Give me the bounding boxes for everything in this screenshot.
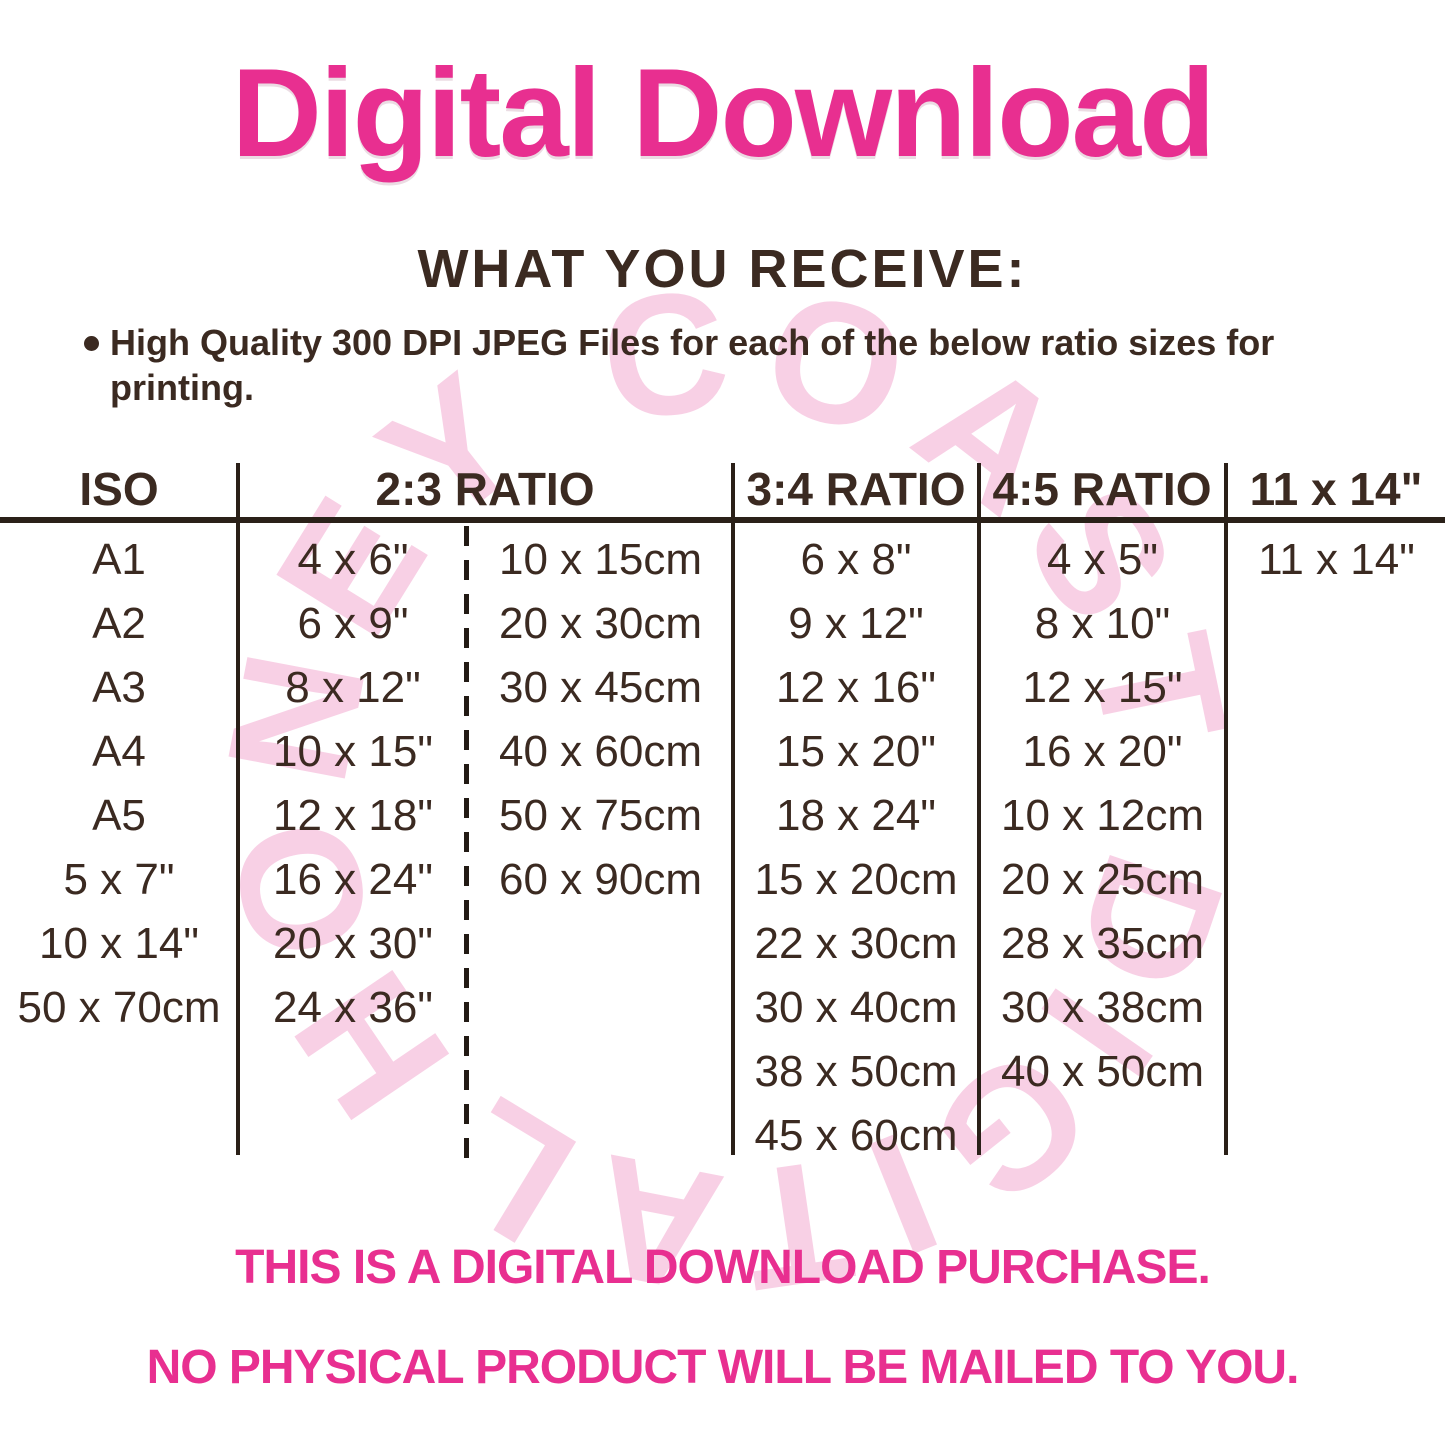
table-cell: 9 x 12" <box>788 599 924 648</box>
table-cell: A5 <box>92 791 146 840</box>
footer-digital-purchase: THIS IS A DIGITAL DOWNLOAD PURCHASE. <box>235 1241 1211 1294</box>
table-cell: 30 x 38cm <box>1001 983 1204 1032</box>
table-cell: 30 x 40cm <box>754 983 958 1032</box>
page-title: Digital Download <box>231 44 1216 183</box>
table-column-23-in: 4 x 6" 6 x 9" 8 x 12" 10 x 15" 12 x 18" 16 x … <box>240 528 466 1040</box>
table-cell: A1 <box>92 535 146 584</box>
table-cell: 6 x 8" <box>800 535 912 584</box>
table-cell: 50 x 70cm <box>17 983 221 1032</box>
column-header-iso: ISO <box>79 463 159 515</box>
table-cell: 10 x 12cm <box>1001 791 1204 840</box>
table-cell: 30 x 45cm <box>499 663 702 712</box>
table-cell: 10 x 14" <box>39 919 199 968</box>
table-cell: 4 x 6" <box>297 535 409 584</box>
table-cell: 22 x 30cm <box>754 919 958 968</box>
table-cell: 15 x 20cm <box>754 855 958 904</box>
table-cell: 50 x 75cm <box>499 791 702 840</box>
bullet-icon <box>84 336 99 351</box>
table-cell: 12 x 16" <box>776 663 936 712</box>
table-cell: 20 x 25cm <box>1001 855 1204 904</box>
table-cell: 28 x 35cm <box>1001 919 1204 968</box>
divider-34-45 <box>977 463 981 1155</box>
receive-bullet-text: High Quality 300 DPI JPEG Files for each… <box>110 322 1275 408</box>
table-cell: 5 x 7" <box>63 855 175 904</box>
receive-heading: WHAT YOU RECEIVE: <box>417 239 1028 299</box>
divider-iso-23 <box>236 463 240 1155</box>
table-cell: 10 x 15cm <box>499 535 702 584</box>
table-cell: 40 x 50cm <box>1001 1047 1204 1096</box>
table-cell: 38 x 50cm <box>754 1047 958 1096</box>
table-cell: 8 x 12" <box>285 663 421 712</box>
table-cell: 45 x 60cm <box>754 1111 958 1160</box>
divider-45-11x14 <box>1224 463 1228 1155</box>
table-column-34: 6 x 8" 9 x 12" 12 x 16" 15 x 20" 18 x 24" 15 … <box>735 528 977 1168</box>
table-cell: 8 x 10" <box>1034 599 1171 648</box>
divider-23-dashed <box>464 526 469 1160</box>
footer-no-physical: NO PHYSICAL PRODUCT WILL BE MAILED TO YO… <box>146 1341 1300 1394</box>
table-cell: 20 x 30cm <box>499 599 702 648</box>
table-cell: 12 x 18" <box>273 791 433 840</box>
table-cell: 16 x 20" <box>1022 727 1183 776</box>
table-cell: 10 x 15" <box>273 727 433 776</box>
column-header-3-4: 3:4 RATIO <box>746 463 966 515</box>
table-cell: 15 x 20" <box>776 727 936 776</box>
column-header-4-5: 4:5 RATIO <box>992 463 1212 515</box>
table-cell: 20 x 30" <box>273 919 433 968</box>
header-underline <box>0 517 1445 523</box>
table-cell: 60 x 90cm <box>499 855 702 904</box>
table-cell: A4 <box>92 727 146 776</box>
table-cell: A3 <box>92 663 146 712</box>
table-column-23-cm: 10 x 15cm 20 x 30cm 30 x 45cm 40 x 60cm 50 x… <box>470 528 731 912</box>
table-column-45: 4 x 5" 8 x 10" 12 x 15" 16 x 20" 10 x 12cm 20… <box>981 528 1224 1104</box>
table-cell: 11 x 14" <box>1258 535 1415 584</box>
column-header-2-3: 2:3 RATIO <box>375 463 595 515</box>
table-cell: 24 x 36" <box>273 983 433 1032</box>
table-column-11x14: 11 x 14" <box>1228 528 1445 592</box>
column-header-11x14: 11 x 14" <box>1249 463 1423 515</box>
table-cell: 4 x 5" <box>1046 535 1158 584</box>
table-cell: 18 x 24" <box>776 791 936 840</box>
table-cell: 16 x 24" <box>273 855 433 904</box>
divider-23-34 <box>731 463 735 1155</box>
table-cell: A2 <box>92 599 146 648</box>
table-column-iso: A1 A2 A3 A4 A5 5 x 7" 10 x 14" 50 x 70cm <box>0 528 238 1040</box>
table-cell: 6 x 9" <box>297 599 409 648</box>
table-cell: 12 x 15" <box>1022 663 1183 712</box>
table-cell: 40 x 60cm <box>499 727 702 776</box>
